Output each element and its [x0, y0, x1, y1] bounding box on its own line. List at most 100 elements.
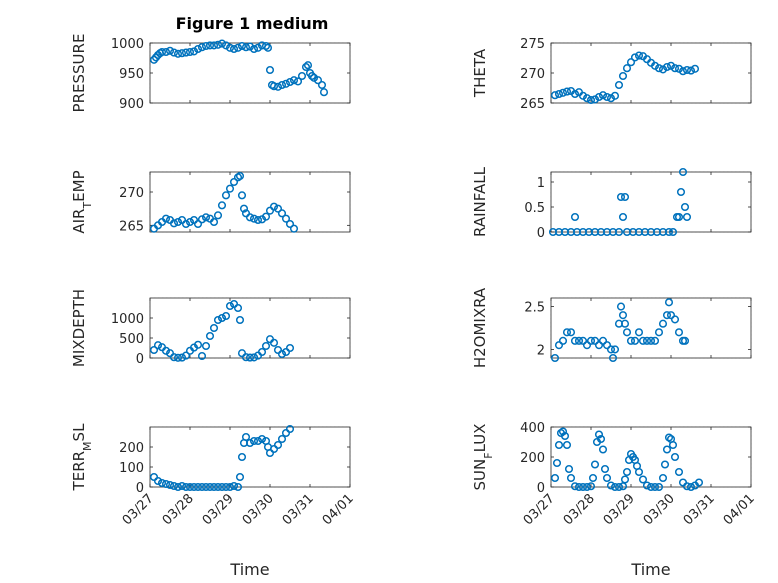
data-point — [317, 80, 327, 90]
y-tick-label: 0 — [136, 481, 144, 496]
data-point — [193, 219, 203, 229]
data-point — [269, 202, 279, 211]
data-point — [654, 328, 664, 337]
data-point — [664, 227, 674, 237]
data-point — [157, 47, 167, 57]
data-point — [646, 482, 656, 492]
data-point — [670, 64, 680, 73]
data-point — [237, 191, 247, 200]
data-point — [293, 77, 303, 86]
data-point — [225, 301, 235, 311]
data-point — [616, 192, 626, 202]
data-point — [586, 336, 596, 345]
data-point — [582, 341, 592, 350]
data-point — [662, 445, 672, 454]
x-tick-label: 03/27 — [521, 491, 558, 528]
data-point — [610, 91, 620, 100]
data-point — [620, 319, 630, 328]
data-point — [149, 472, 159, 482]
data-point — [558, 427, 568, 436]
data-point — [149, 345, 159, 355]
data-point — [588, 473, 598, 483]
y-tick-label: 500 — [119, 332, 144, 347]
data-point — [552, 458, 562, 468]
data-point — [630, 336, 640, 345]
data-point — [253, 215, 263, 225]
data-point — [245, 353, 255, 362]
data-point — [594, 430, 604, 439]
data-point — [201, 341, 211, 351]
data-point — [598, 91, 608, 100]
data-point — [221, 482, 231, 492]
data-point — [606, 345, 616, 354]
x-tick-label: 03/31 — [280, 491, 317, 528]
subplot-4: 0 0.5 1 RAINFALL — [471, 166, 752, 241]
data-point — [590, 95, 600, 104]
data-point — [554, 341, 564, 350]
data-point — [550, 353, 560, 363]
y-axis-label: RAINFALL — [471, 166, 489, 237]
data-point — [201, 41, 211, 51]
axes-box — [149, 426, 351, 488]
data-point — [560, 431, 570, 441]
data-point — [574, 336, 584, 345]
data-point — [181, 482, 191, 492]
data-point — [153, 476, 163, 486]
x-axis-label: Time — [229, 560, 269, 579]
y-tick-label: 1000 — [111, 37, 144, 52]
data-point — [237, 41, 247, 51]
y-axis-label: PRESSURE — [70, 34, 88, 113]
x-axis-label: Time — [630, 560, 670, 579]
data-point — [213, 482, 223, 492]
data-point — [173, 49, 183, 58]
data-point — [161, 214, 171, 223]
series-points — [149, 424, 295, 492]
data-point — [626, 336, 636, 345]
data-point — [550, 473, 560, 483]
data-point — [225, 184, 235, 193]
data-point — [558, 88, 568, 97]
data-point — [225, 482, 235, 492]
data-point — [602, 92, 612, 102]
data-point — [554, 89, 564, 99]
data-point — [646, 336, 656, 345]
data-point — [229, 177, 239, 187]
y-tick-label: 400 — [520, 421, 545, 436]
data-point — [678, 67, 688, 76]
data-point — [694, 478, 704, 487]
data-point — [189, 215, 199, 225]
data-point — [564, 464, 574, 474]
data-point — [235, 472, 245, 482]
data-point — [650, 482, 660, 492]
data-point — [257, 347, 267, 357]
data-point — [610, 345, 620, 354]
subplot-3: 265 270 AIRTEMP — [70, 170, 351, 234]
data-point — [666, 61, 676, 70]
data-point — [664, 433, 674, 442]
data-point — [265, 206, 275, 215]
data-point — [598, 336, 608, 345]
data-point — [662, 62, 672, 72]
data-point — [165, 480, 175, 490]
data-point — [165, 349, 175, 358]
y-axis-label: TERRMSL — [70, 423, 94, 492]
data-point — [285, 343, 295, 353]
data-point — [566, 328, 576, 337]
data-point — [229, 481, 239, 491]
data-point — [217, 313, 227, 323]
axes-box — [550, 171, 752, 233]
data-point — [618, 212, 628, 222]
data-point — [668, 227, 678, 237]
data-point — [233, 482, 243, 492]
data-point — [620, 192, 630, 202]
y-tick-label: 265 — [119, 219, 144, 234]
data-point — [189, 47, 199, 56]
y-tick-label: 270 — [520, 67, 545, 82]
data-point — [265, 448, 275, 458]
data-point — [177, 215, 187, 225]
data-point — [630, 53, 640, 62]
data-point — [245, 213, 255, 222]
data-point — [309, 73, 319, 82]
data-point — [201, 213, 211, 222]
